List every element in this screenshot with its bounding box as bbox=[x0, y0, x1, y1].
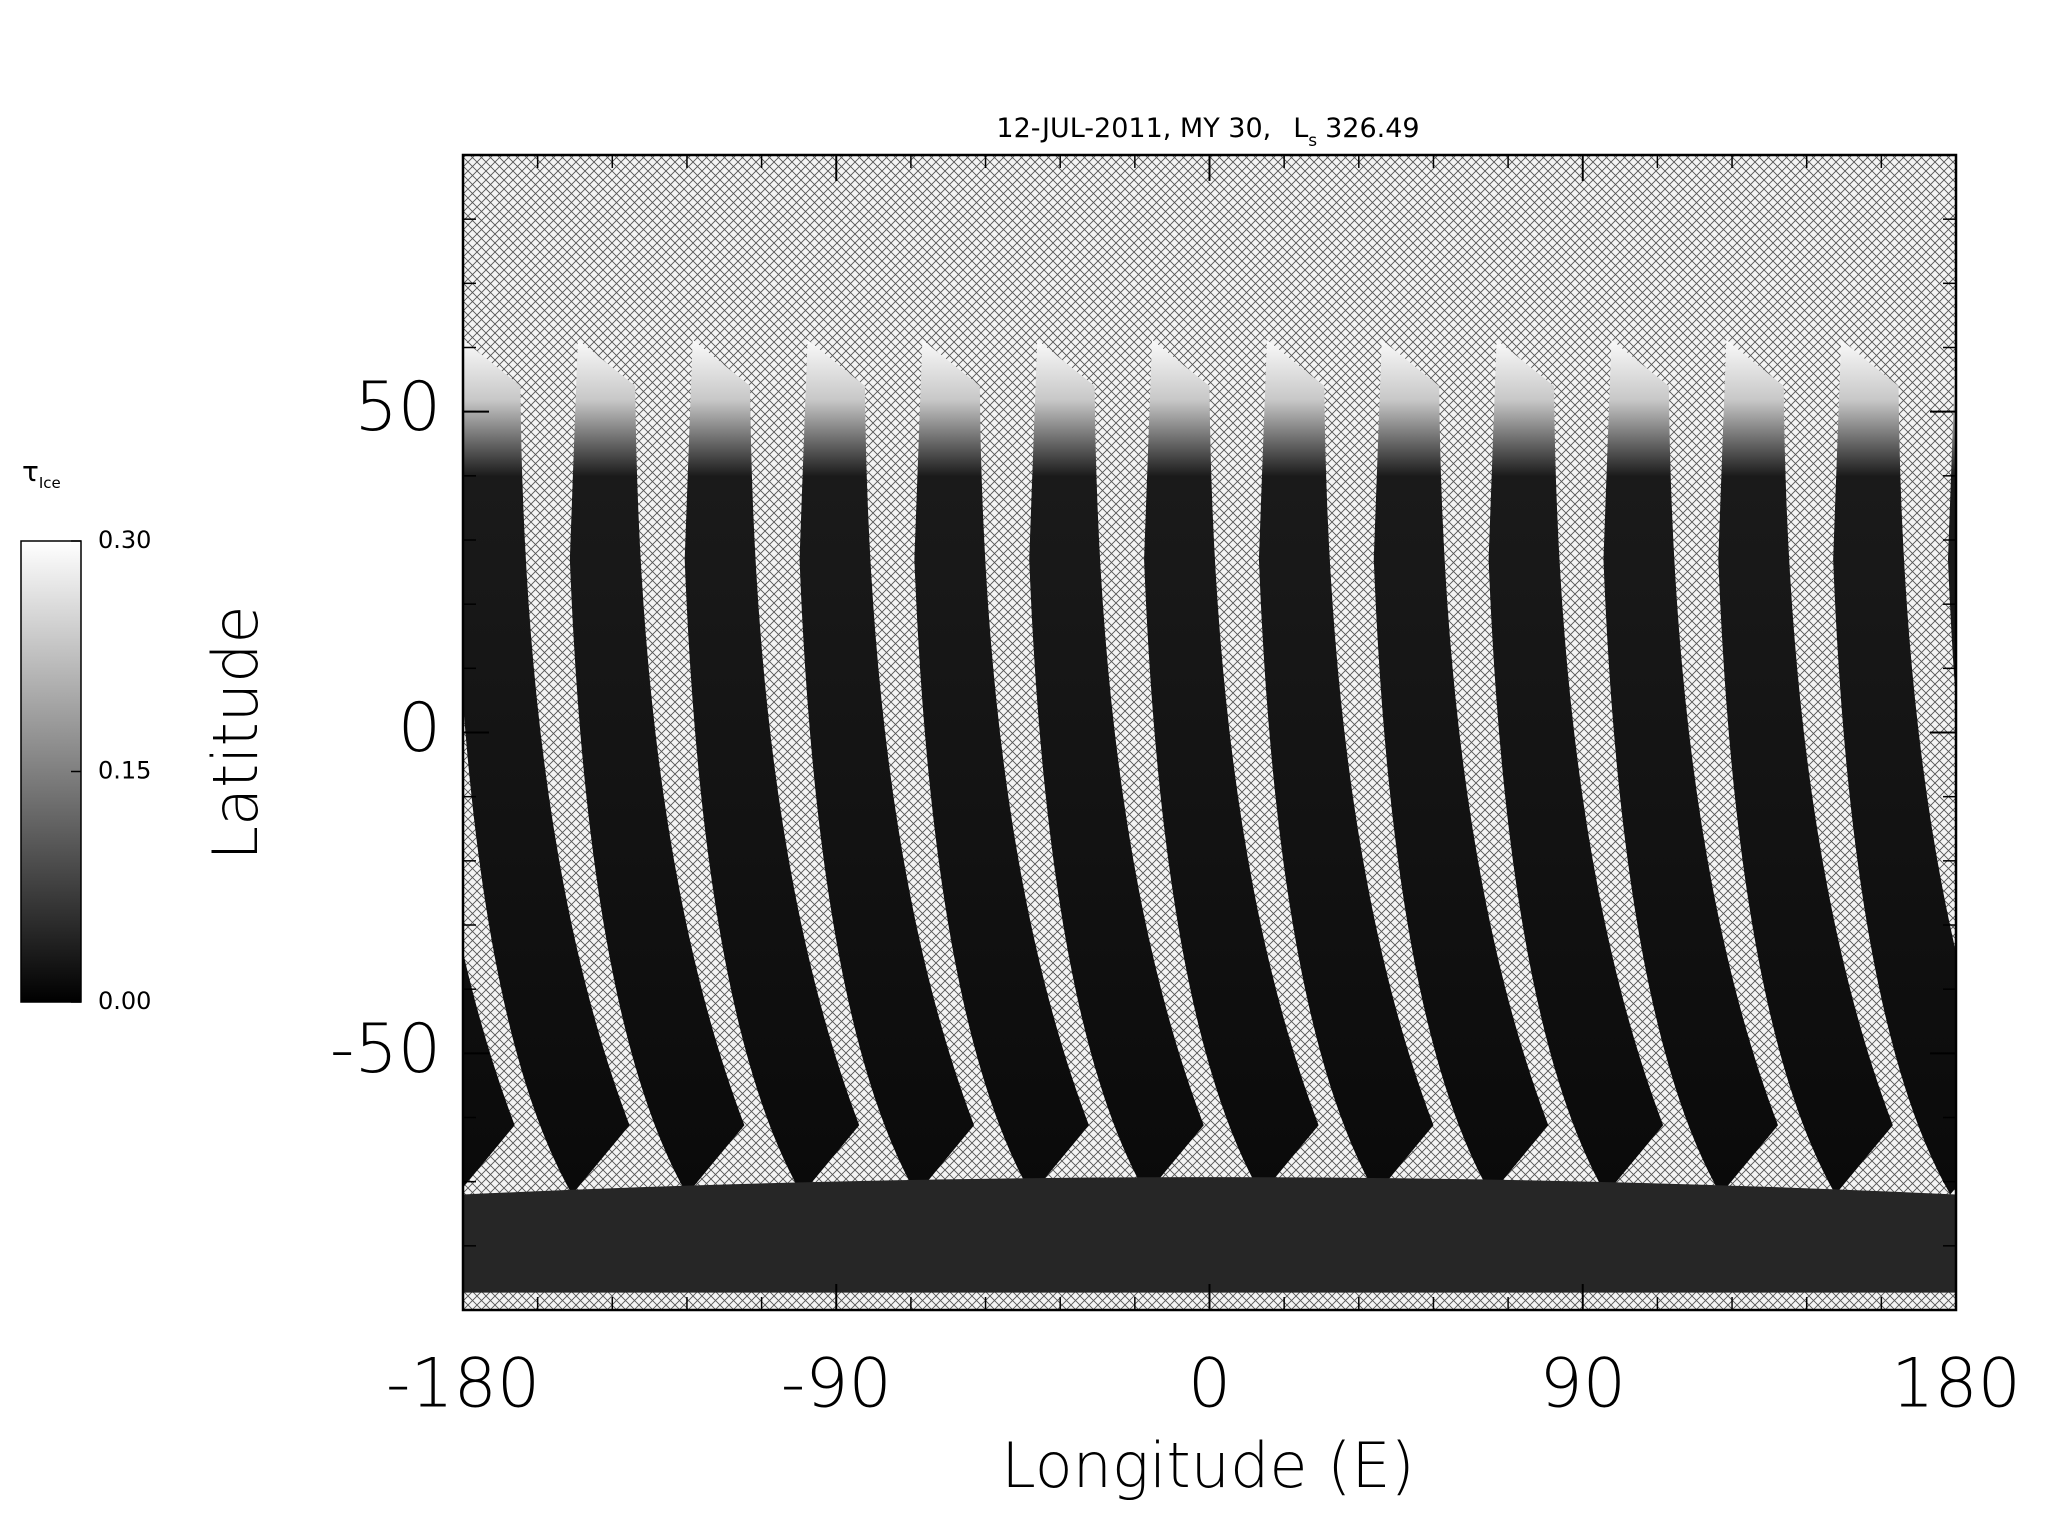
swath bbox=[1603, 339, 1778, 1195]
swath bbox=[569, 339, 745, 1195]
title-ls-sub: s bbox=[1308, 131, 1317, 151]
x-tick-label: -180 bbox=[386, 1345, 540, 1424]
x-axis-label: Longitude (E) bbox=[1001, 1429, 1414, 1502]
swaths bbox=[463, 339, 1956, 1293]
x-tick-label: 180 bbox=[1891, 1345, 2021, 1424]
swath bbox=[684, 339, 860, 1195]
y-axis-label: Latitude bbox=[199, 605, 272, 860]
title-ls: L bbox=[1293, 113, 1308, 144]
y-tick-label: 0 bbox=[398, 689, 441, 768]
swath bbox=[1258, 339, 1434, 1195]
south-polar-band bbox=[463, 1177, 1956, 1293]
colorbar-tick-label: 0.15 bbox=[98, 757, 151, 785]
colorbar-subscript: Ice bbox=[39, 474, 61, 492]
swath bbox=[1948, 339, 1956, 702]
colorbar-tick-label: 0.00 bbox=[98, 987, 151, 1015]
chart-title: 12-JUL-2011, MY 30, Ls 326.49 bbox=[996, 113, 1419, 152]
swath bbox=[1718, 339, 1893, 1195]
colorbar-tick-label: 0.30 bbox=[98, 526, 151, 554]
x-tick-label: 90 bbox=[1539, 1345, 1626, 1424]
y-tick-label: -50 bbox=[330, 1010, 441, 1089]
swath bbox=[1029, 339, 1204, 1195]
x-tick-label: 0 bbox=[1188, 1345, 1231, 1424]
colorbar-symbol: τ bbox=[22, 455, 39, 488]
title-ls-value: 326.49 bbox=[1325, 113, 1419, 144]
swath bbox=[1144, 339, 1319, 1195]
swath bbox=[1488, 339, 1664, 1195]
y-tick-label: 50 bbox=[354, 368, 441, 447]
swath bbox=[463, 952, 515, 1188]
swath bbox=[1373, 339, 1549, 1195]
title-date: 12-JUL-2011, MY 30, bbox=[996, 113, 1271, 144]
colorbar-label: τIce bbox=[22, 455, 61, 492]
x-tick-label: -90 bbox=[781, 1345, 892, 1424]
swath bbox=[799, 339, 975, 1195]
swath bbox=[1833, 339, 1956, 1195]
swath bbox=[463, 339, 630, 1195]
swath bbox=[914, 339, 1089, 1195]
